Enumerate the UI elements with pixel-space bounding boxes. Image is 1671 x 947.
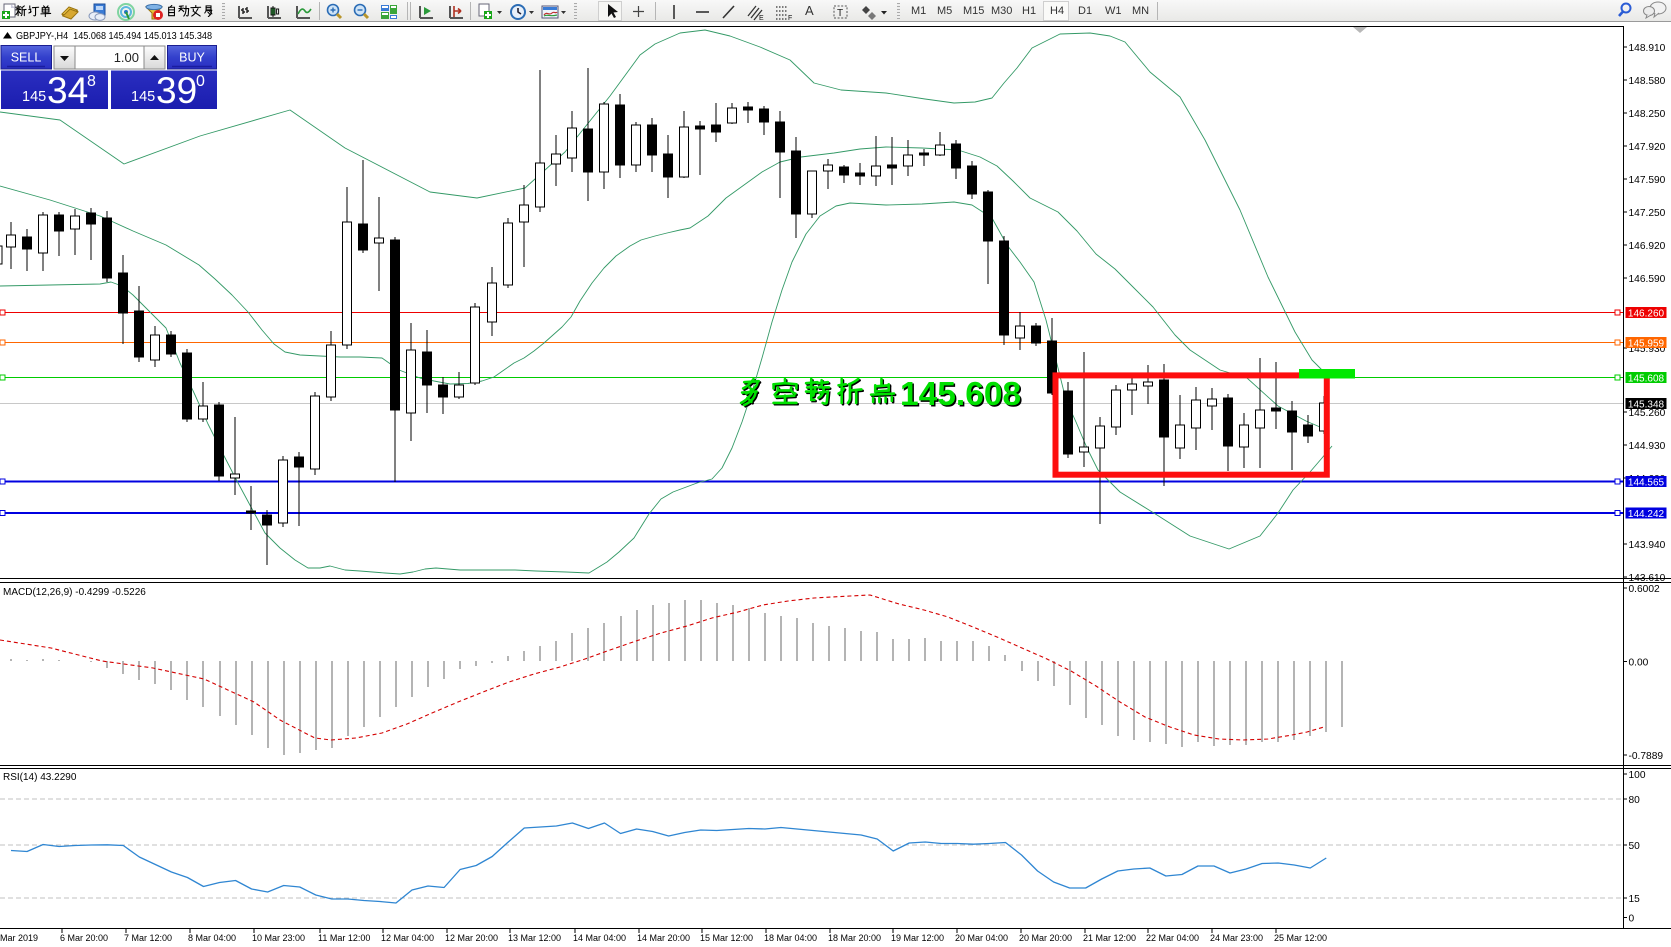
svg-text:7 Mar 12:00: 7 Mar 12:00 <box>124 933 172 943</box>
svg-text:145.348: 145.348 <box>1628 400 1665 411</box>
svg-text:145.959: 145.959 <box>1628 339 1665 350</box>
svg-text:8: 8 <box>87 73 96 90</box>
svg-text:147.590: 147.590 <box>1629 175 1666 186</box>
svg-text:18 Mar 20:00: 18 Mar 20:00 <box>828 933 881 943</box>
svg-text:22 Mar 04:00: 22 Mar 04:00 <box>1146 933 1199 943</box>
svg-text:MACD(12,26,9) -0.4299 -0.5226: MACD(12,26,9) -0.4299 -0.5226 <box>3 587 146 598</box>
svg-text:BUY: BUY <box>179 51 205 65</box>
svg-text:11 Mar 12:00: 11 Mar 12:00 <box>318 933 370 943</box>
svg-text:RSI(14) 43.2290: RSI(14) 43.2290 <box>3 772 77 783</box>
svg-text:147.250: 147.250 <box>1629 208 1666 219</box>
svg-text:14 Mar 04:00: 14 Mar 04:00 <box>573 933 626 943</box>
svg-text:145.608: 145.608 <box>900 376 1021 413</box>
svg-text:E: E <box>759 15 764 21</box>
svg-text:8 Mar 04:00: 8 Mar 04:00 <box>188 933 236 943</box>
svg-text:0: 0 <box>196 73 205 90</box>
svg-text:-0.7889: -0.7889 <box>1629 751 1664 762</box>
svg-text:6 Mar 20:00: 6 Mar 20:00 <box>60 933 108 943</box>
svg-text:148.910: 148.910 <box>1629 43 1666 54</box>
svg-text:143.940: 143.940 <box>1629 540 1666 551</box>
svg-text:145: 145 <box>22 89 46 105</box>
svg-text:25 Mar 12:00: 25 Mar 12:00 <box>1274 933 1327 943</box>
svg-text:148.580: 148.580 <box>1629 76 1666 87</box>
svg-text:0: 0 <box>1629 913 1635 924</box>
svg-text:1.00: 1.00 <box>114 50 139 65</box>
svg-text:80: 80 <box>1629 795 1641 806</box>
svg-text:147.920: 147.920 <box>1629 142 1666 153</box>
svg-text:T: T <box>837 8 843 19</box>
svg-text:F: F <box>788 15 792 21</box>
svg-text:145.930: 145.930 <box>1629 344 1666 355</box>
svg-text:GBPJPY-,H4 145.068 145.494 14: GBPJPY-,H4 145.068 145.494 145.013 145.3… <box>16 31 212 42</box>
svg-text:12 Mar 20:00: 12 Mar 20:00 <box>445 933 498 943</box>
svg-text:Mar 2019: Mar 2019 <box>0 933 38 943</box>
svg-text:12 Mar 04:00: 12 Mar 04:00 <box>381 933 434 943</box>
svg-text:144.565: 144.565 <box>1628 478 1665 489</box>
svg-text:34: 34 <box>47 70 88 111</box>
svg-text:145.608: 145.608 <box>1628 374 1665 385</box>
svg-text:14 Mar 20:00: 14 Mar 20:00 <box>637 933 690 943</box>
svg-text:145: 145 <box>131 89 155 105</box>
svg-text:15: 15 <box>1629 894 1641 905</box>
svg-text:19 Mar 12:00: 19 Mar 12:00 <box>891 933 944 943</box>
svg-text:SELL: SELL <box>11 51 42 65</box>
svg-text:21 Mar 12:00: 21 Mar 12:00 <box>1083 933 1136 943</box>
svg-text:10 Mar 23:00: 10 Mar 23:00 <box>252 933 305 943</box>
svg-text:0.6002: 0.6002 <box>1629 584 1660 595</box>
svg-text:146.920: 146.920 <box>1629 241 1666 252</box>
svg-text:100: 100 <box>1629 770 1646 781</box>
svg-text:15 Mar 12:00: 15 Mar 12:00 <box>700 933 753 943</box>
svg-text:20 Mar 20:00: 20 Mar 20:00 <box>1019 933 1072 943</box>
svg-text:24 Mar 23:00: 24 Mar 23:00 <box>1210 933 1263 943</box>
svg-text:50: 50 <box>1629 841 1641 852</box>
svg-text:143.610: 143.610 <box>1629 573 1666 584</box>
svg-text:20 Mar 04:00: 20 Mar 04:00 <box>955 933 1008 943</box>
svg-text:144.930: 144.930 <box>1629 441 1666 452</box>
svg-text:146.590: 146.590 <box>1629 274 1666 285</box>
svg-text:145.608: 145.608 <box>902 378 1023 415</box>
svg-text:18 Mar 04:00: 18 Mar 04:00 <box>764 933 817 943</box>
svg-text:148.250: 148.250 <box>1629 109 1666 120</box>
svg-text:146.260: 146.260 <box>1628 309 1665 320</box>
svg-text:145.260: 145.260 <box>1629 408 1666 419</box>
svg-text:39: 39 <box>156 70 197 111</box>
svg-text:0.00: 0.00 <box>1629 658 1649 669</box>
svg-text:13 Mar 12:00: 13 Mar 12:00 <box>508 933 561 943</box>
svg-text:144.242: 144.242 <box>1628 509 1665 520</box>
